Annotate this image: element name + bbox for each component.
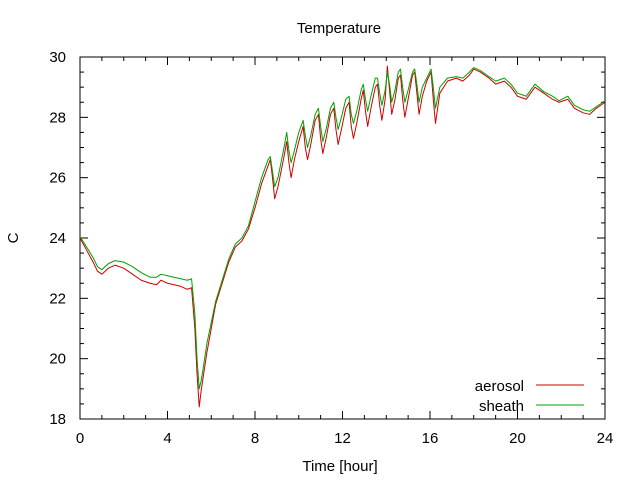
series-line-sheath (79, 67, 606, 390)
plot-area (79, 56, 606, 420)
series-lines (79, 65, 606, 408)
y-tick-label: 24 (49, 230, 66, 247)
y-tick-label: 30 (49, 49, 66, 66)
series-line-aerosol (79, 65, 606, 408)
axis-ticks (79, 56, 606, 420)
x-tick-label: 20 (509, 430, 526, 447)
y-tick-labels: 18 20 22 24 26 28 30 (49, 49, 66, 428)
x-tick-label: 8 (251, 430, 259, 447)
legend: aerosol sheath (475, 378, 584, 415)
x-tick-label: 4 (163, 430, 171, 447)
x-tick-labels: 0 4 8 12 16 20 24 (76, 430, 614, 447)
y-tick-label: 26 (49, 170, 66, 187)
x-tick-label: 12 (334, 430, 351, 447)
y-axis-label: C (5, 232, 22, 243)
legend-label-aerosol: aerosol (475, 378, 524, 395)
chart-title: Temperature (297, 20, 381, 37)
x-tick-label: 24 (597, 430, 614, 447)
x-axis-label: Time [hour] (302, 458, 377, 475)
y-tick-label: 20 (49, 351, 66, 368)
x-tick-label: 16 (422, 430, 439, 447)
y-tick-label: 22 (49, 290, 66, 307)
y-tick-label: 18 (49, 411, 66, 428)
y-tick-label: 28 (49, 109, 66, 126)
x-tick-label: 0 (76, 430, 84, 447)
legend-label-sheath: sheath (479, 398, 524, 415)
